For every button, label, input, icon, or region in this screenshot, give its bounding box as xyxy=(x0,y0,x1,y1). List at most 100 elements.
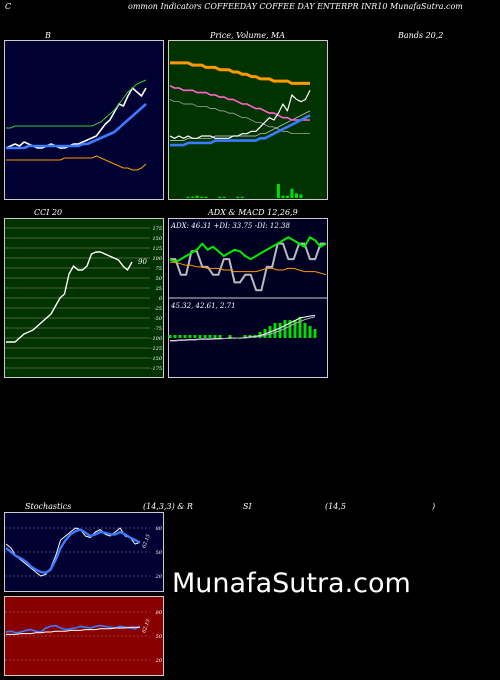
macd-histogram-bar xyxy=(203,335,207,338)
macd-histogram-bar xyxy=(313,329,317,338)
header-title: ommon Indicators COFFEEDAY COFFEE DAY EN… xyxy=(128,2,463,11)
volume-bar xyxy=(191,196,195,198)
adx-macd-chart: ADX: 46.31 +DI: 33.75 -DI: 12.38 45.32, 4… xyxy=(168,218,328,378)
macd-histogram-bar xyxy=(208,335,212,338)
bollinger-chart xyxy=(4,40,164,200)
cci-panel: 175 150 125 100 75 50 25 0 -25 -50 -75 -100 -125 -150… xyxy=(4,218,164,378)
rsi-chart: 80 50 20 62.15 xyxy=(4,596,164,676)
volume-bar xyxy=(204,196,208,198)
price-price-line xyxy=(169,90,311,139)
macd-histogram-bar xyxy=(218,335,222,338)
cci-tick-label: -75 xyxy=(154,326,162,332)
macd-signal-line xyxy=(170,316,316,342)
stoch-tick-label: 50 xyxy=(156,550,163,556)
volume-bar xyxy=(200,196,204,198)
volume-bar xyxy=(295,193,298,198)
panel-bg xyxy=(4,40,164,200)
macd-histogram-bar xyxy=(173,335,177,338)
cci-tick-label: 175 xyxy=(152,226,162,232)
cci-last-label: 90 xyxy=(138,258,147,266)
cci-tick-label: -100 xyxy=(151,336,163,342)
volume-bar xyxy=(236,196,240,198)
cci-tick-label: 75 xyxy=(156,266,162,272)
price-ma_blue-line xyxy=(170,114,311,147)
cci-tick-label: -50 xyxy=(154,316,163,322)
macd-histogram-bar xyxy=(288,320,292,338)
volume-bar xyxy=(290,188,294,198)
macd-histogram-bar xyxy=(213,335,217,338)
rsi-rsi_blue-line xyxy=(5,624,141,634)
label-rsi-si: SI xyxy=(243,502,252,511)
macd-histogram-bar xyxy=(228,335,232,338)
label-b: B xyxy=(45,31,51,40)
cci-tick-label: 0 xyxy=(159,296,163,302)
cci-tick-label: 100 xyxy=(152,256,162,262)
macd-histogram-bar xyxy=(303,323,307,338)
cci-tick-label: 50 xyxy=(156,276,163,282)
rsi-tick-label: 80 xyxy=(156,610,163,616)
stoch-last-label: 62.15 xyxy=(141,534,152,550)
macd-values-label: 45.32, 42.61, 2.71 xyxy=(170,302,236,310)
macd-histogram-bar xyxy=(188,335,192,338)
cci-tick-label: 125 xyxy=(152,246,162,252)
macd-histogram-bar xyxy=(243,335,247,338)
volume-bar xyxy=(299,194,303,198)
cci-tick-label: -25 xyxy=(154,306,162,312)
rsi-rsi_white-line xyxy=(6,626,140,635)
price-ma-gray-line xyxy=(169,99,310,135)
stoch-k-line xyxy=(5,527,141,577)
bollinger-upper-line xyxy=(6,79,147,129)
macd-histogram-bar xyxy=(183,335,187,338)
bollinger-lower-line xyxy=(6,155,147,171)
adx-minus_di-line xyxy=(170,261,327,276)
adx-plus_di-line xyxy=(169,236,327,264)
adx-panel: ADX: 46.31 +DI: 33.75 -DI: 12.38 45.32, 4… xyxy=(168,218,328,378)
volume-bar xyxy=(218,196,222,198)
label-adx-macd: ADX & MACD 12,26,9 xyxy=(208,208,298,217)
bollinger-panel xyxy=(4,40,164,200)
stoch-tick-label: 20 xyxy=(155,574,163,580)
bollinger-price-line xyxy=(5,87,147,149)
bollinger-middle-line xyxy=(6,103,147,150)
label-price-ma: Price, Volume, MA xyxy=(210,31,286,40)
rsi-tick-label: 50 xyxy=(156,634,163,640)
stoch-d-line xyxy=(5,528,141,574)
cci-tick-label: -150 xyxy=(151,356,163,362)
price-ma_orange-line xyxy=(170,61,310,85)
macd-histogram-bar xyxy=(168,335,172,338)
label-rsi-close: ) xyxy=(432,502,436,511)
macd-histogram-bar xyxy=(298,317,302,338)
price-panel xyxy=(168,40,328,200)
cci-tick-label: 25 xyxy=(155,286,162,292)
panel-bg xyxy=(4,596,164,676)
watermark: MunafaSutra.com xyxy=(172,568,411,599)
stoch-tick-label: 80 xyxy=(156,526,163,532)
volume-bar xyxy=(281,195,285,198)
macd-histogram-bar xyxy=(293,320,297,338)
stoch-panel: 80 50 20 62.15 xyxy=(4,512,164,592)
stoch-chart: 80 50 20 62.15 xyxy=(4,512,164,592)
label-stoch: Stochastics xyxy=(25,502,72,511)
price-chart xyxy=(168,40,328,200)
macd-histogram-bar xyxy=(198,335,202,338)
label-cci: CCI 20 xyxy=(34,208,63,217)
volume-bar xyxy=(222,196,226,198)
price-ma_pink-line xyxy=(169,84,310,121)
cci-tick-label: -175 xyxy=(151,366,162,372)
adx-values-label: ADX: 46.31 +DI: 33.75 -DI: 12.38 xyxy=(170,222,291,230)
volume-bar xyxy=(195,195,199,198)
volume-bar xyxy=(186,196,190,198)
volume-bar xyxy=(285,195,289,198)
cci-tick-label: 150 xyxy=(152,236,162,242)
volume-bar xyxy=(276,184,280,198)
cci-chart: 175 150 125 100 75 50 25 0 -25 -50 -75 -100 -125 -150… xyxy=(4,218,164,378)
rsi-last-label: 62.15 xyxy=(141,618,152,634)
label-stoch-params: (14,3,3) & R xyxy=(143,502,193,511)
macd-histogram-bar xyxy=(193,335,197,338)
cci-line xyxy=(6,251,133,343)
label-rsi-params: (14,5 xyxy=(325,502,346,511)
panel-bg xyxy=(4,512,164,592)
macd-histogram-bar xyxy=(308,326,312,338)
rsi-tick-label: 20 xyxy=(155,658,163,664)
volume-bar xyxy=(240,196,244,198)
